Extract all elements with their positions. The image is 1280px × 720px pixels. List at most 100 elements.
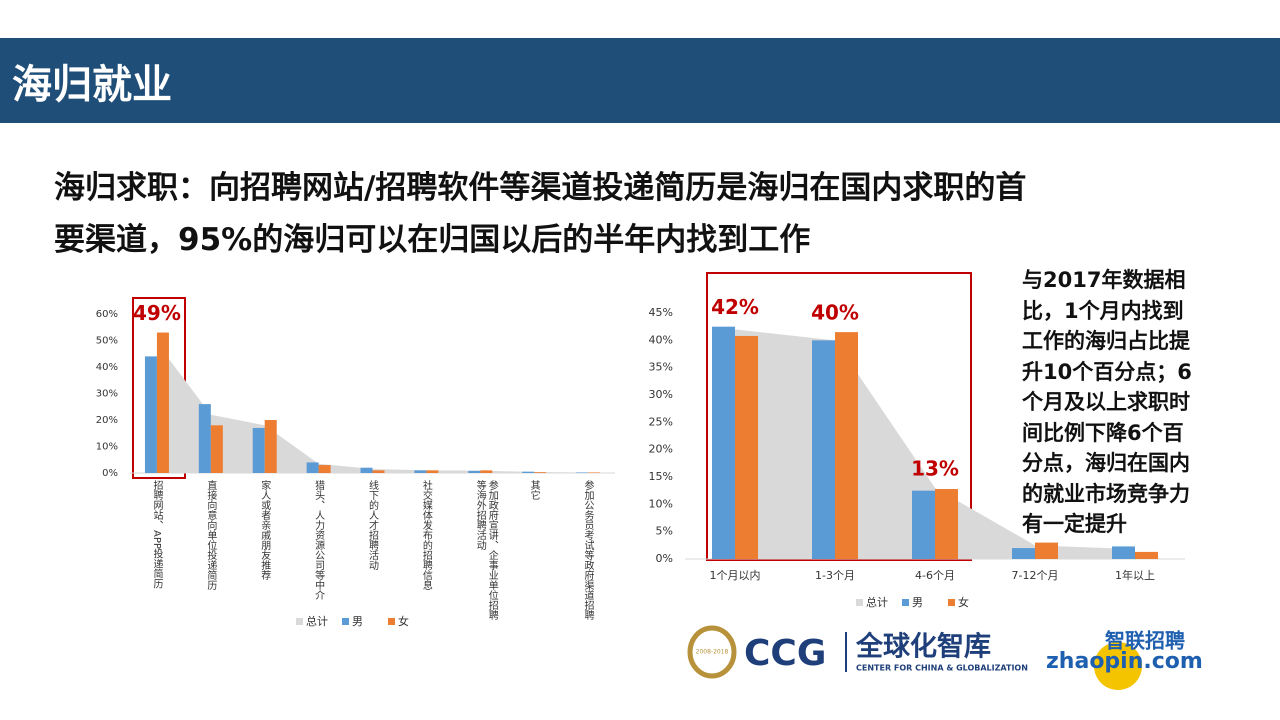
headline: 海归求职：向招聘网站/招聘软件等渠道投递简历是海归在国内求职的首 [54, 170, 1027, 206]
bar [712, 326, 735, 559]
y-tick-label: 45% [649, 306, 673, 319]
x-tick-label: 其它 [528, 480, 540, 500]
note-line: 比，1个月内找到 [1022, 298, 1184, 323]
value-label: 40% [811, 301, 859, 325]
bar [1135, 551, 1158, 559]
bar [935, 489, 958, 559]
value-label: 13% [911, 456, 959, 480]
y-tick-label: 0% [656, 552, 673, 565]
logo-ccg-en: CENTER FOR CHINA & GLOBALIZATION [856, 664, 1028, 673]
y-tick-label: 20% [96, 415, 118, 426]
y-tick-label: 20% [649, 443, 673, 456]
bar [360, 467, 373, 473]
legend-swatch [388, 618, 395, 625]
legend-swatch [856, 599, 863, 606]
x-tick-label: 家人或者亲戚朋友推荐 [258, 480, 270, 580]
zhaopin-logo: 智联招聘 zhaopin.com [1046, 629, 1203, 690]
bar [306, 462, 319, 473]
x-tick-label: 线下的人才招聘活动 [366, 480, 378, 570]
logo-ccg: CCG [744, 633, 826, 674]
y-tick-label: 30% [649, 388, 673, 401]
bar [1035, 542, 1058, 559]
note-line: 分点，海归在国内 [1022, 451, 1190, 475]
logo-circle [1094, 642, 1142, 690]
x-tick-label: 7-12个月 [1012, 569, 1059, 582]
bar [735, 335, 758, 559]
header-bar: 海归就业 [0, 38, 1280, 123]
x-tick-label: 参加政府宣讲、企事业单位招聘等海外招聘活动 [474, 480, 498, 620]
note-line: 间比例下降6个百 [1022, 420, 1184, 445]
legend-label: 男 [912, 596, 923, 609]
x-tick-label: 4-6个月 [915, 569, 955, 582]
bar [144, 356, 157, 473]
logo-ccg-cn: 全球化智库 [855, 631, 991, 663]
bar [198, 404, 211, 473]
y-tick-label: 40% [649, 333, 673, 346]
bar [1012, 548, 1035, 559]
x-tick-label: 猎头、人力资源公司等中介 [312, 480, 324, 600]
y-tick-label: 10% [96, 442, 118, 453]
logo-zhaopin: zhaopin.com [1046, 649, 1203, 674]
legend-label: 总计 [306, 614, 328, 628]
legend-swatch [902, 599, 909, 606]
legend-swatch [342, 618, 349, 625]
legend-label: 总计 [866, 595, 888, 609]
ccg-logo: 2008-2018 CCG 全球化智库 CENTER FOR CHINA & G… [687, 625, 1028, 679]
value-label: 42% [711, 295, 759, 319]
y-tick-label: 5% [656, 525, 673, 538]
y-tick-label: 30% [96, 389, 118, 400]
legend-label: 女 [958, 595, 969, 609]
y-tick-label: 60% [96, 309, 118, 320]
bar [414, 470, 427, 473]
x-tick-label: 参加公务员考试等政府渠道招聘 [582, 480, 594, 620]
bar [812, 340, 835, 559]
bar [588, 472, 601, 473]
bar [468, 470, 481, 473]
value-label: 49% [133, 301, 181, 325]
y-tick-label: 0% [102, 468, 118, 479]
bar [252, 427, 265, 473]
legend-swatch [948, 599, 955, 606]
bar [522, 471, 535, 473]
legend-label: 女 [398, 614, 409, 628]
note-line: 个月及以上求职时 [1022, 390, 1190, 414]
x-tick-label: 1-3个月 [815, 569, 855, 582]
bar [210, 425, 223, 473]
logo-years: 2008-2018 [696, 649, 729, 656]
bar [534, 472, 547, 473]
bar [835, 332, 858, 559]
y-tick-label: 40% [96, 362, 118, 373]
bar [318, 465, 331, 473]
y-tick-label: 50% [96, 336, 118, 347]
note-line: 与2017年数据相 [1022, 268, 1186, 292]
bar [156, 332, 169, 473]
y-tick-label: 35% [649, 361, 673, 374]
bar [426, 470, 439, 473]
bar [480, 470, 493, 473]
x-tick-label: 招聘网站、APP投递简历 [150, 480, 162, 589]
y-tick-label: 25% [649, 415, 673, 428]
bar [372, 470, 385, 473]
x-tick-label: 社交媒体发布的招聘信息 [420, 480, 432, 590]
y-tick-label: 10% [649, 497, 673, 510]
bar [912, 490, 935, 559]
note-line: 升10个百分点；6 [1022, 359, 1192, 384]
note-line: 工作的海归占比提 [1022, 329, 1190, 353]
headline: 要渠道，95%的海归可以在归国以后的半年内找到工作 [54, 222, 811, 258]
slide-title: 海归就业 [12, 62, 172, 108]
x-tick-label: 直接向意向单位投递简历 [204, 480, 216, 590]
logo-ring [687, 625, 737, 679]
legend-label: 男 [352, 615, 363, 628]
bar [1112, 546, 1135, 559]
note-line: 的就业市场竞争力 [1022, 481, 1190, 506]
x-tick-label: 1个月以内 [710, 568, 761, 582]
logo-zhaopin-cn: 智联招聘 [1105, 629, 1185, 653]
highlight-box [706, 272, 972, 561]
x-tick-label: 1年以上 [1115, 568, 1155, 582]
legend-swatch [296, 618, 303, 625]
note-line: 有一定提升 [1022, 512, 1127, 536]
bar [576, 472, 589, 473]
y-tick-label: 15% [649, 470, 673, 483]
